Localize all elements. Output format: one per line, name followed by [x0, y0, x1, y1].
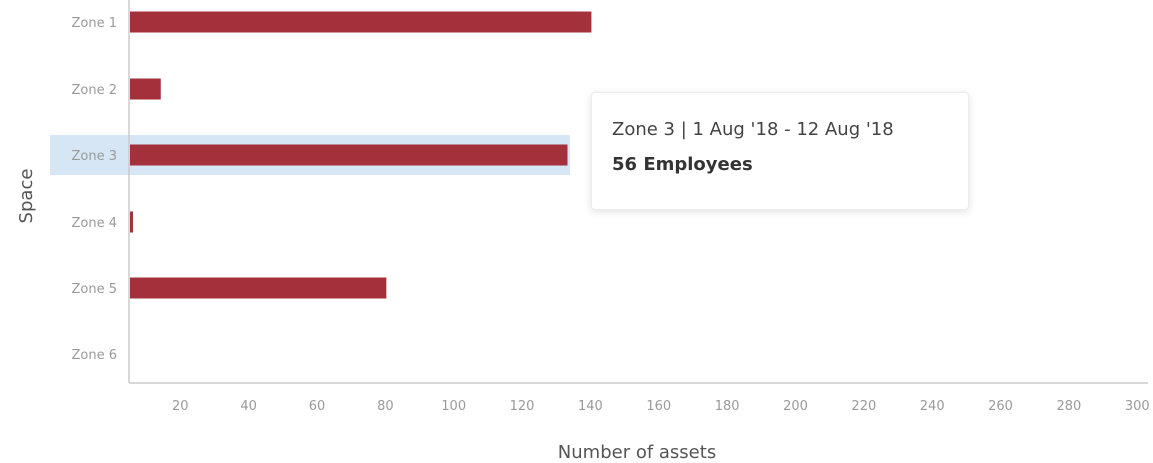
- tooltip: Zone 3 | 1 Aug '18 - 12 Aug '18 56 Emplo…: [591, 92, 969, 210]
- y-tick-label-zone-1: Zone 1: [72, 16, 118, 31]
- x-tick-label-160: 160: [646, 399, 671, 414]
- x-tick-label-180: 180: [715, 399, 740, 414]
- bar-zone-2[interactable]: [130, 78, 161, 100]
- y-tick-labels: Zone 1 Zone 2 Zone 3 Zone 4 Zone 5 Zone 6: [72, 16, 118, 363]
- x-tick-label-60: 60: [309, 399, 326, 414]
- y-axis-title: Space: [16, 169, 37, 224]
- y-tick-label-zone-4: Zone 4: [72, 216, 118, 231]
- bar-zone-1[interactable]: [130, 11, 592, 33]
- x-tick-label-40: 40: [240, 399, 257, 414]
- x-axis-title: Number of assets: [558, 442, 716, 463]
- x-tick-labels: 20 40 60 80 100 120 140 160 180 200 220 240 260 280 30…: [172, 399, 1150, 414]
- tooltip-value: 56 Employees: [612, 154, 753, 175]
- bar-zone-5[interactable]: [130, 277, 387, 299]
- x-tick-label-120: 120: [510, 399, 535, 414]
- y-tick-label-zone-2: Zone 2: [72, 83, 118, 98]
- y-tick-label-zone-3: Zone 3: [72, 149, 118, 164]
- x-tick-label-80: 80: [377, 399, 394, 414]
- bar-zone-3[interactable]: [130, 144, 568, 166]
- tooltip-title: Zone 3 | 1 Aug '18 - 12 Aug '18: [612, 119, 894, 140]
- x-tick-label-240: 240: [920, 399, 945, 414]
- x-tick-label-100: 100: [441, 399, 466, 414]
- y-tick-label-zone-5: Zone 5: [72, 282, 118, 297]
- y-tick-label-zone-6: Zone 6: [72, 348, 118, 363]
- bar-zone-4[interactable]: [130, 211, 133, 233]
- x-tick-label-220: 220: [851, 399, 876, 414]
- x-tick-label-300: 300: [1125, 399, 1150, 414]
- bars-group: [130, 11, 592, 299]
- x-tick-label-260: 260: [988, 399, 1013, 414]
- x-tick-label-20: 20: [172, 399, 189, 414]
- x-tick-label-200: 200: [783, 399, 808, 414]
- x-tick-label-280: 280: [1056, 399, 1081, 414]
- x-tick-label-140: 140: [578, 399, 603, 414]
